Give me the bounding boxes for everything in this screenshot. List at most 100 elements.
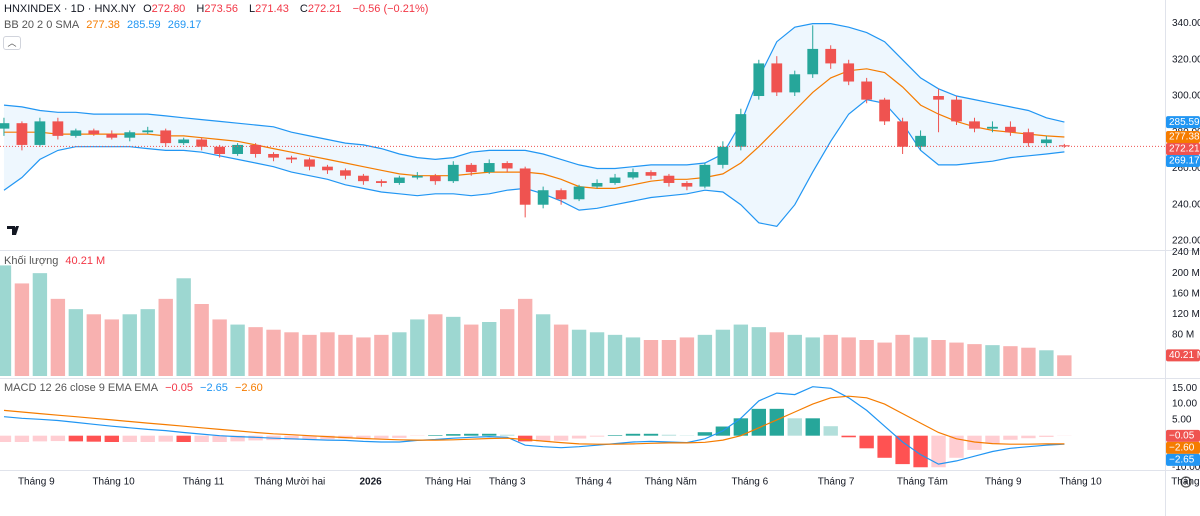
volume-bar [14,283,30,376]
candle-body [483,163,495,173]
price-tag-bg [1166,349,1200,362]
macd-legend: MACD 12 26 close 9 EMA EMA −0.05 −2.65 −… [4,382,267,394]
candle-body [250,144,261,154]
x-tick-label: Tháng 7 [818,477,855,488]
y-tick-label: 320.00 [1172,54,1200,65]
close-tag: 272.21 [1166,142,1200,155]
histogram-bar [140,435,155,442]
histogram-bar [302,435,317,440]
volume-bar [949,342,964,376]
volume-bar [86,314,102,376]
volume-legend: Khối lượng 40.21 M [4,255,109,267]
histogram-bar [895,435,910,465]
y-tick-label: 240.00 [1172,199,1200,210]
ohlc-key: O [143,3,152,15]
histogram-bar [104,435,119,442]
y-tick-label: 200 M [1172,268,1200,279]
candle-body [537,190,549,205]
price-tag-label: 285.59 [1169,117,1200,128]
ohlc-value: 273.56 [204,3,238,15]
volume-bar [212,319,227,376]
x-tick-label: Tháng 11 [183,477,225,488]
y-tick-label: 300.00 [1172,91,1200,102]
price-tag-label: 269.17 [1169,156,1200,167]
price-tag-bg [1166,142,1200,155]
histogram-bar [985,435,1000,444]
histogram-bar [535,435,551,442]
volume-bar [517,298,533,376]
volume-bar [535,314,551,376]
histogram-bar [464,433,479,436]
volume-bar [122,314,137,376]
candle-body [34,121,46,145]
volume-bar [823,334,838,376]
x-tick-label: Tháng Tám [897,477,948,488]
candle-body [214,146,226,154]
histogram-bar [482,433,497,436]
candle-body [1058,145,1070,147]
histogram-bar [500,434,515,436]
histogram-bar [248,435,263,441]
x-tick-label: Tháng 11 [1171,477,1200,488]
collapse-button[interactable]: ︿ [3,36,21,50]
candle-body [843,63,855,82]
histogram-bar [571,435,587,439]
candle-body [0,123,10,129]
macd-value: −2.65 [200,382,228,394]
candle-body [1005,126,1016,133]
indicator-line [4,68,1065,189]
candle-body [375,181,387,183]
x-tick-label: Tháng 3 [489,477,526,488]
volume-bar [176,278,191,376]
price-tag-bg [1166,453,1200,466]
histogram-bar [284,435,299,440]
candle-body [501,163,513,169]
candle-body [519,168,531,205]
x-tick-label: Tháng 10 [92,477,135,488]
bb-legend: BB 20 2 0 SMA 277.38 285.59 269.17 [4,19,205,31]
candle-body [609,177,621,183]
pane-title: Khối lượng [4,255,59,267]
histogram-bar [607,435,623,436]
ohlc-value: 272.80 [151,3,186,15]
indicator-line [3,23,1065,170]
candle-body [142,130,154,133]
volume-bar [661,340,677,376]
candle-body [897,121,908,147]
y-tick-label: 160 M [1172,288,1200,299]
price-tag-label: −0.05 [1169,430,1195,441]
ohlc-value: 271.43 [255,3,289,15]
candle-body [951,99,962,122]
candle-body [465,164,477,173]
y-tick-label: -10.00 [1172,462,1200,473]
candle-body [645,172,657,176]
volume-bar [1021,347,1036,376]
ohlc: H273.56 [196,3,242,15]
volume-bar [895,334,910,376]
price-tag-bg [1166,154,1200,167]
price-tag-label: 277.38 [1169,132,1200,143]
settings-icon[interactable] [1180,476,1192,488]
histogram-bar [931,435,946,468]
y-tick-label: 240 M [1172,247,1200,258]
volume-bar [464,324,479,376]
histogram-bar [1021,435,1036,439]
volume-bar [194,304,209,376]
price-tag-label: −2.60 [1169,442,1195,453]
volume-bar [230,324,245,376]
volume-bar [410,319,425,376]
indicator-value: 277.38 [86,19,120,31]
histogram-bar [805,418,820,436]
volume-bar [967,344,982,376]
volume-bar [625,337,641,376]
x-tick-label: Tháng 9 [985,477,1022,488]
volume-bar [589,332,605,376]
histogram-bar [877,435,892,458]
symbol-legend: HNXINDEX · 1D · HNX.NY O272.80 H273.56 L… [4,3,432,15]
candle-body [573,186,585,200]
candle-body [1023,132,1034,144]
volume-bar [751,327,767,376]
volume-bar [841,337,856,376]
